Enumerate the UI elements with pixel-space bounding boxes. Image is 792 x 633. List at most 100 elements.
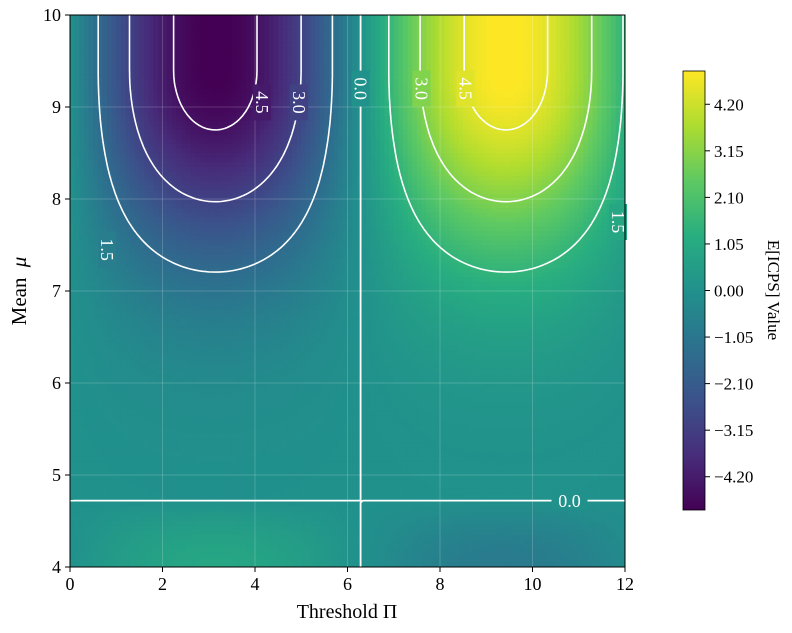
heat-cell [569,116,575,122]
heat-cell [518,88,524,94]
heat-cell [615,88,621,94]
heat-cell [463,111,469,117]
heat-cell [430,180,436,186]
heat-cell [435,51,441,57]
heat-cell [236,70,242,76]
heat-cell [218,97,224,103]
heat-cell [139,61,145,67]
heat-cell [490,199,497,205]
heat-cell [611,139,617,145]
heat-cell [555,185,561,191]
heat-cell [79,33,85,39]
heat-cell [366,143,372,149]
heat-cell [273,139,279,145]
heat-cell [490,180,497,186]
heat-cell [532,19,538,25]
heat-cell [204,120,210,126]
heat-cell [250,42,256,48]
heat-cell [144,120,150,126]
heat-cell [555,130,561,136]
heat-cell [398,125,404,131]
heat-cell [157,33,164,39]
heat-cell [551,97,557,103]
heat-cell [222,162,228,168]
heat-cell [70,97,76,103]
heat-cell [564,199,571,205]
heat-cell [338,65,344,71]
heat-cell [389,171,395,177]
heat-cell [190,203,196,209]
heat-cell [564,28,571,34]
heat-cell [347,130,353,136]
heat-cell [213,56,219,62]
heat-cell [361,148,367,154]
heat-cell [338,107,344,113]
heat-cell [213,162,219,168]
heat-cell [463,47,469,53]
heat-cell [222,116,228,122]
heat-cell [176,171,182,177]
heat-cell [366,134,372,140]
heat-cell [264,171,270,177]
heat-cell [389,97,395,103]
heat-cell [412,134,418,140]
heat-cell [134,107,140,113]
heat-cell [375,93,381,99]
heat-cell [574,51,580,57]
heat-cell [97,180,103,186]
heat-cell [449,56,455,62]
heat-cell [213,185,219,191]
heat-cell [181,153,187,159]
heat-cell [551,130,557,136]
heat-cell [477,61,483,67]
heat-cell [384,38,390,44]
heat-cell [463,33,469,39]
heat-cell [255,157,261,163]
heat-cell [185,111,191,117]
heat-cell [79,194,85,200]
heat-cell [324,171,330,177]
heat-cell [601,171,608,177]
heat-cell [88,116,94,122]
heat-cell [97,139,103,145]
heat-cell [83,189,90,195]
heat-cell [398,157,404,163]
heat-cell [93,185,99,191]
heat-cell [162,180,168,186]
heat-cell [74,24,80,30]
heat-cell [139,38,145,44]
heat-cell [546,171,552,177]
heat-cell [79,51,85,57]
heat-cell [500,47,506,53]
heat-cell [130,61,136,67]
heat-cell [310,199,316,205]
heat-cell [213,130,219,136]
heat-cell [611,19,617,25]
heat-cell [83,28,90,34]
heat-cell [490,120,497,126]
heat-cell [546,157,552,163]
heat-cell [490,61,497,67]
heat-cell [389,153,395,159]
heat-cell [296,171,302,177]
heat-cell [352,139,358,145]
heat-cell [444,65,450,71]
heat-cell [481,56,487,62]
heat-cell [597,120,603,126]
heat-cell [370,65,376,71]
heat-cell [194,185,201,191]
heat-cell [88,24,94,30]
heat-cell [541,24,547,30]
heat-cell [97,171,103,177]
heat-cell [157,166,164,172]
heat-cell [134,102,140,108]
heat-cell [398,79,404,85]
heat-cell [236,97,242,103]
heat-cell [583,65,589,71]
heat-cell [134,180,140,186]
heat-cell [532,42,538,48]
heat-cell [532,166,538,172]
heat-cell [259,134,265,140]
heat-cell [435,79,441,85]
heat-cell [97,157,103,163]
